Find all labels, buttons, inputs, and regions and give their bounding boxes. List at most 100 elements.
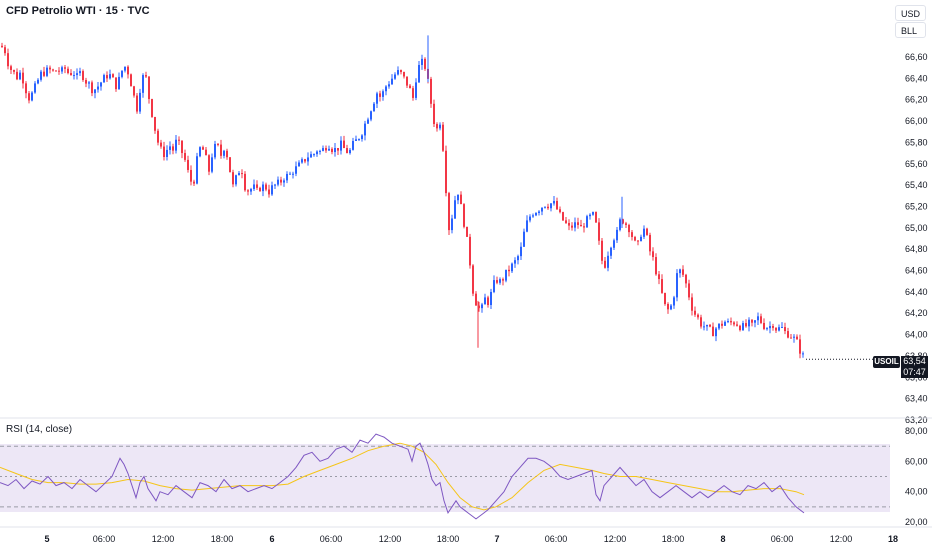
candle-body [181, 140, 183, 154]
candle-body [220, 144, 222, 156]
candle-body [361, 135, 363, 140]
candle-body [289, 173, 291, 175]
candle-body [400, 70, 402, 73]
candle-body [274, 184, 276, 186]
price-tick-label: 65,60 [905, 159, 928, 169]
candle-body [154, 116, 156, 131]
candle-body [118, 76, 120, 90]
candle-body [751, 319, 753, 323]
candle-body [637, 240, 639, 242]
candle-body [700, 317, 702, 327]
candle-body [253, 184, 255, 190]
candle-body [547, 206, 549, 209]
candle-body [658, 274, 660, 280]
candle-body [433, 103, 435, 125]
candle-body [613, 240, 615, 248]
candle-body [193, 181, 195, 184]
candle-body [568, 222, 570, 226]
candle-body [328, 148, 330, 151]
candle-body [793, 336, 795, 338]
last-price-value: 63,54 [901, 356, 928, 367]
candle-body [643, 228, 645, 237]
candle-body [616, 229, 618, 241]
candle-body [157, 130, 159, 143]
candle-body [520, 246, 522, 257]
candle-body [463, 204, 465, 227]
candle-body [418, 64, 420, 83]
candle-body [121, 70, 123, 77]
candle-body [724, 321, 726, 326]
candle-body [367, 119, 369, 124]
candle-body [604, 260, 606, 268]
candle-body [460, 194, 462, 205]
candle-body [37, 79, 39, 84]
candle-body [109, 74, 111, 79]
candle-body [493, 280, 495, 292]
candle-body [511, 263, 513, 272]
candle-body [232, 172, 234, 185]
candle-body [52, 69, 54, 71]
candle-body [388, 84, 390, 87]
candle-body [679, 269, 681, 274]
rsi-tick-label: 80,00 [905, 426, 928, 436]
candle-body [409, 85, 411, 89]
candle-body [376, 93, 378, 104]
candle-body [175, 139, 177, 151]
candle-body [628, 224, 630, 233]
candle-body [448, 193, 450, 231]
candle-body [103, 75, 105, 83]
candle-body [466, 226, 468, 237]
unit-chip[interactable]: BLL [895, 22, 926, 38]
candle-body [283, 180, 285, 183]
candle-body [475, 293, 477, 306]
rsi-tick-label: 60,00 [905, 456, 928, 466]
candle-body [538, 211, 540, 213]
candle-body [529, 216, 531, 221]
time-tick-label: 12:00 [152, 534, 175, 544]
candle-body [610, 247, 612, 256]
candle-body [403, 72, 405, 77]
candle-body [70, 73, 72, 76]
candle-body [469, 236, 471, 266]
candle-body [697, 314, 699, 318]
candle-body [205, 149, 207, 156]
candle-body [730, 321, 732, 323]
candle-body [268, 189, 270, 195]
candle-body [223, 150, 225, 156]
candle-body [517, 256, 519, 261]
candle-body [7, 53, 9, 67]
candle-body [748, 319, 750, 327]
time-tick-label: 12:00 [830, 534, 853, 544]
time-tick-label: 6 [269, 534, 274, 544]
currency-chip[interactable]: USD [895, 5, 926, 21]
candle-body [10, 66, 12, 70]
candle-body [532, 215, 534, 217]
candle-body [772, 326, 774, 328]
candle-body [763, 322, 765, 329]
candle-body [787, 331, 789, 338]
candle-body [280, 179, 282, 183]
candle-body [325, 148, 327, 151]
time-tick-label: 5 [44, 534, 49, 544]
candle-body [298, 162, 300, 167]
candle-body [130, 74, 132, 87]
price-tick-label: 64,00 [905, 330, 928, 340]
candle-body [67, 68, 69, 74]
candle-body [502, 279, 504, 281]
candle-body [73, 75, 75, 77]
candle-body [46, 67, 48, 76]
candle-body [430, 78, 432, 104]
candle-body [478, 305, 480, 309]
candle-body [439, 124, 441, 129]
candle-body [136, 95, 138, 112]
candle-body [589, 214, 591, 217]
candle-body [406, 76, 408, 86]
rsi-indicator-label[interactable]: RSI (14, close) [6, 424, 73, 435]
candle-body [766, 328, 768, 330]
candle-body [712, 326, 714, 337]
candle-body [556, 200, 558, 210]
candle-body [583, 226, 585, 228]
candle-body [265, 184, 267, 190]
price-tick-label: 63,80 [905, 351, 928, 361]
